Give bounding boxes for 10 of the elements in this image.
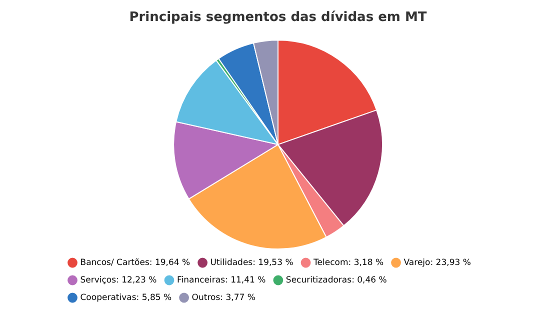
legend-label: Utilidades: 19,53 % bbox=[210, 258, 294, 268]
legend-label: Varejo: 23,93 % bbox=[404, 258, 471, 268]
legend-label: Outros: 3,77 % bbox=[192, 292, 256, 303]
legend-label: Financeiras: 11,41 % bbox=[176, 275, 266, 286]
legend-label: Serviços: 12,23 % bbox=[80, 275, 157, 286]
legend-label: Bancos/ Cartões: 19,64 % bbox=[80, 258, 190, 268]
legend-label: Cooperativas: 5,85 % bbox=[80, 292, 172, 303]
legend-label: Telecom: 3,18 % bbox=[312, 258, 384, 268]
legend-label: Securitizadoras: 0,46 % bbox=[286, 275, 387, 286]
chart-title: Principais segmentos das dívidas em MT bbox=[129, 10, 427, 26]
